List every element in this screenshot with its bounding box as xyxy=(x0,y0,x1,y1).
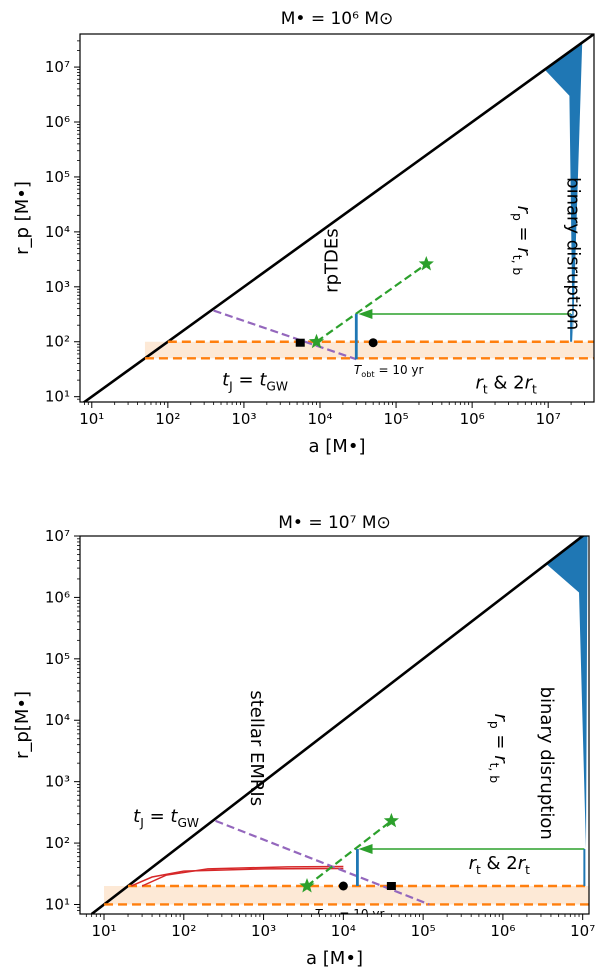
emri-curve xyxy=(141,865,344,887)
annotation-text: rt & 2rt xyxy=(475,373,537,397)
green-dashed-line xyxy=(315,263,427,343)
square-marker xyxy=(295,338,305,347)
x-tick-label: 10⁶ xyxy=(460,410,485,428)
tj-tgw-line xyxy=(213,309,357,361)
rt-band xyxy=(144,341,594,359)
axes-frame xyxy=(79,535,590,915)
rt-band xyxy=(104,885,589,905)
star-marker xyxy=(299,878,315,893)
annotation: tJ = tGW xyxy=(222,369,288,393)
y-tick-label: 10² xyxy=(45,834,70,852)
circle-marker xyxy=(368,338,378,348)
diagonal-line xyxy=(90,536,585,914)
y-tick-label: 10⁷ xyxy=(45,58,70,76)
chart-panel-1: binary disruption rp = rt, b rpTDEs tJ = tG… xyxy=(12,9,595,457)
y-tick-label: 10³ xyxy=(45,278,70,296)
x-tick-label: 10⁷ xyxy=(536,410,561,428)
diagonal-line xyxy=(82,34,594,402)
chart-title: M• = 10⁶ M⊙ xyxy=(281,9,394,29)
x-tick-label: 10¹ xyxy=(91,922,116,940)
annotation: rpTDEs xyxy=(322,228,343,292)
y-tick-label: 10¹ xyxy=(45,388,70,406)
chart-panel-2: binary disruption rp = rt, b stellar EMRIs… xyxy=(12,513,595,969)
x-tick-label: 10⁴ xyxy=(331,922,356,940)
plot-area: binary disruption rp = rt, b rpTDEs tJ = tG… xyxy=(82,34,594,402)
y-tick-label: 10⁴ xyxy=(45,223,70,241)
y-tick-label: 10⁵ xyxy=(45,650,70,668)
y-axis-label: r_p [M•] xyxy=(12,181,33,255)
y-axis-label: r_p[M•] xyxy=(12,691,33,759)
x-axis-label: a [M•] xyxy=(309,436,366,457)
annotation: rt & 2rt xyxy=(469,853,531,877)
y-tick-label: 10⁶ xyxy=(45,113,70,131)
y-tick-label: 10⁵ xyxy=(45,168,70,186)
annotation-text: Tobt = 10 yr xyxy=(354,363,424,379)
annotation-text: rpTDEs xyxy=(322,228,343,292)
circle-marker xyxy=(338,881,348,891)
annotation-text: binary disruption xyxy=(563,177,584,330)
plot-area: binary disruption rp = rt, b stellar EMRIs… xyxy=(90,536,589,914)
binary-disruption-region xyxy=(544,42,583,342)
arrow-head xyxy=(358,308,373,319)
y-tick-label: 10³ xyxy=(45,773,70,791)
annotation: binary disruption xyxy=(563,177,584,330)
star-marker xyxy=(308,333,325,349)
x-tick-label: 10⁷ xyxy=(570,922,595,940)
x-tick-label: 10⁵ xyxy=(384,410,409,428)
x-tick-label: 10⁵ xyxy=(411,922,436,940)
annotation-text: rp = rt, b xyxy=(510,206,534,276)
y-tick-label: 10⁶ xyxy=(45,588,70,606)
y-tick-label: 10¹ xyxy=(45,895,70,913)
tj-tgw-line xyxy=(215,819,430,906)
x-tick-label: 10³ xyxy=(231,410,256,428)
x-tick-label: 10² xyxy=(171,922,196,940)
annotation-text: rt & 2rt xyxy=(469,853,531,877)
annotation: Tobt = 10 yr xyxy=(354,363,424,379)
star-marker xyxy=(418,256,434,271)
annotation-text: tJ = tGW xyxy=(133,806,199,830)
chart-title: M• = 10⁷ M⊙ xyxy=(278,513,391,533)
x-axis-label: a [M•] xyxy=(306,948,363,969)
arrow-head xyxy=(358,844,373,855)
annotation-text: stellar EMRIs xyxy=(246,690,267,806)
annotation-text: tJ = tGW xyxy=(222,369,288,393)
x-tick-label: 10⁶ xyxy=(490,922,515,940)
x-tick-label: 10³ xyxy=(251,922,276,940)
x-tick-label: 10² xyxy=(155,410,180,428)
annotation-text: rp = rt, b xyxy=(487,714,511,784)
annotation: binary disruption xyxy=(536,687,557,840)
y-tick-label: 10⁷ xyxy=(45,527,70,545)
binary-disruption-region xyxy=(546,536,588,850)
annotation: rt & 2rt xyxy=(475,373,537,397)
annotation-text: binary disruption xyxy=(536,687,557,840)
square-marker xyxy=(386,881,396,890)
axes-frame xyxy=(79,33,595,403)
green-dashed-line xyxy=(306,819,393,887)
x-tick-label: 10⁴ xyxy=(307,410,332,428)
star-marker xyxy=(383,812,399,828)
annotation: stellar EMRIs xyxy=(246,690,267,806)
annotation: rp = rt, b xyxy=(487,714,511,784)
annotation: tJ = tGW xyxy=(133,806,199,830)
x-tick-label: 10¹ xyxy=(79,410,104,428)
emri-curve xyxy=(131,867,344,887)
y-tick-label: 10⁴ xyxy=(45,711,70,729)
annotation: rp = rt, b xyxy=(510,206,534,276)
y-tick-label: 10² xyxy=(45,333,70,351)
